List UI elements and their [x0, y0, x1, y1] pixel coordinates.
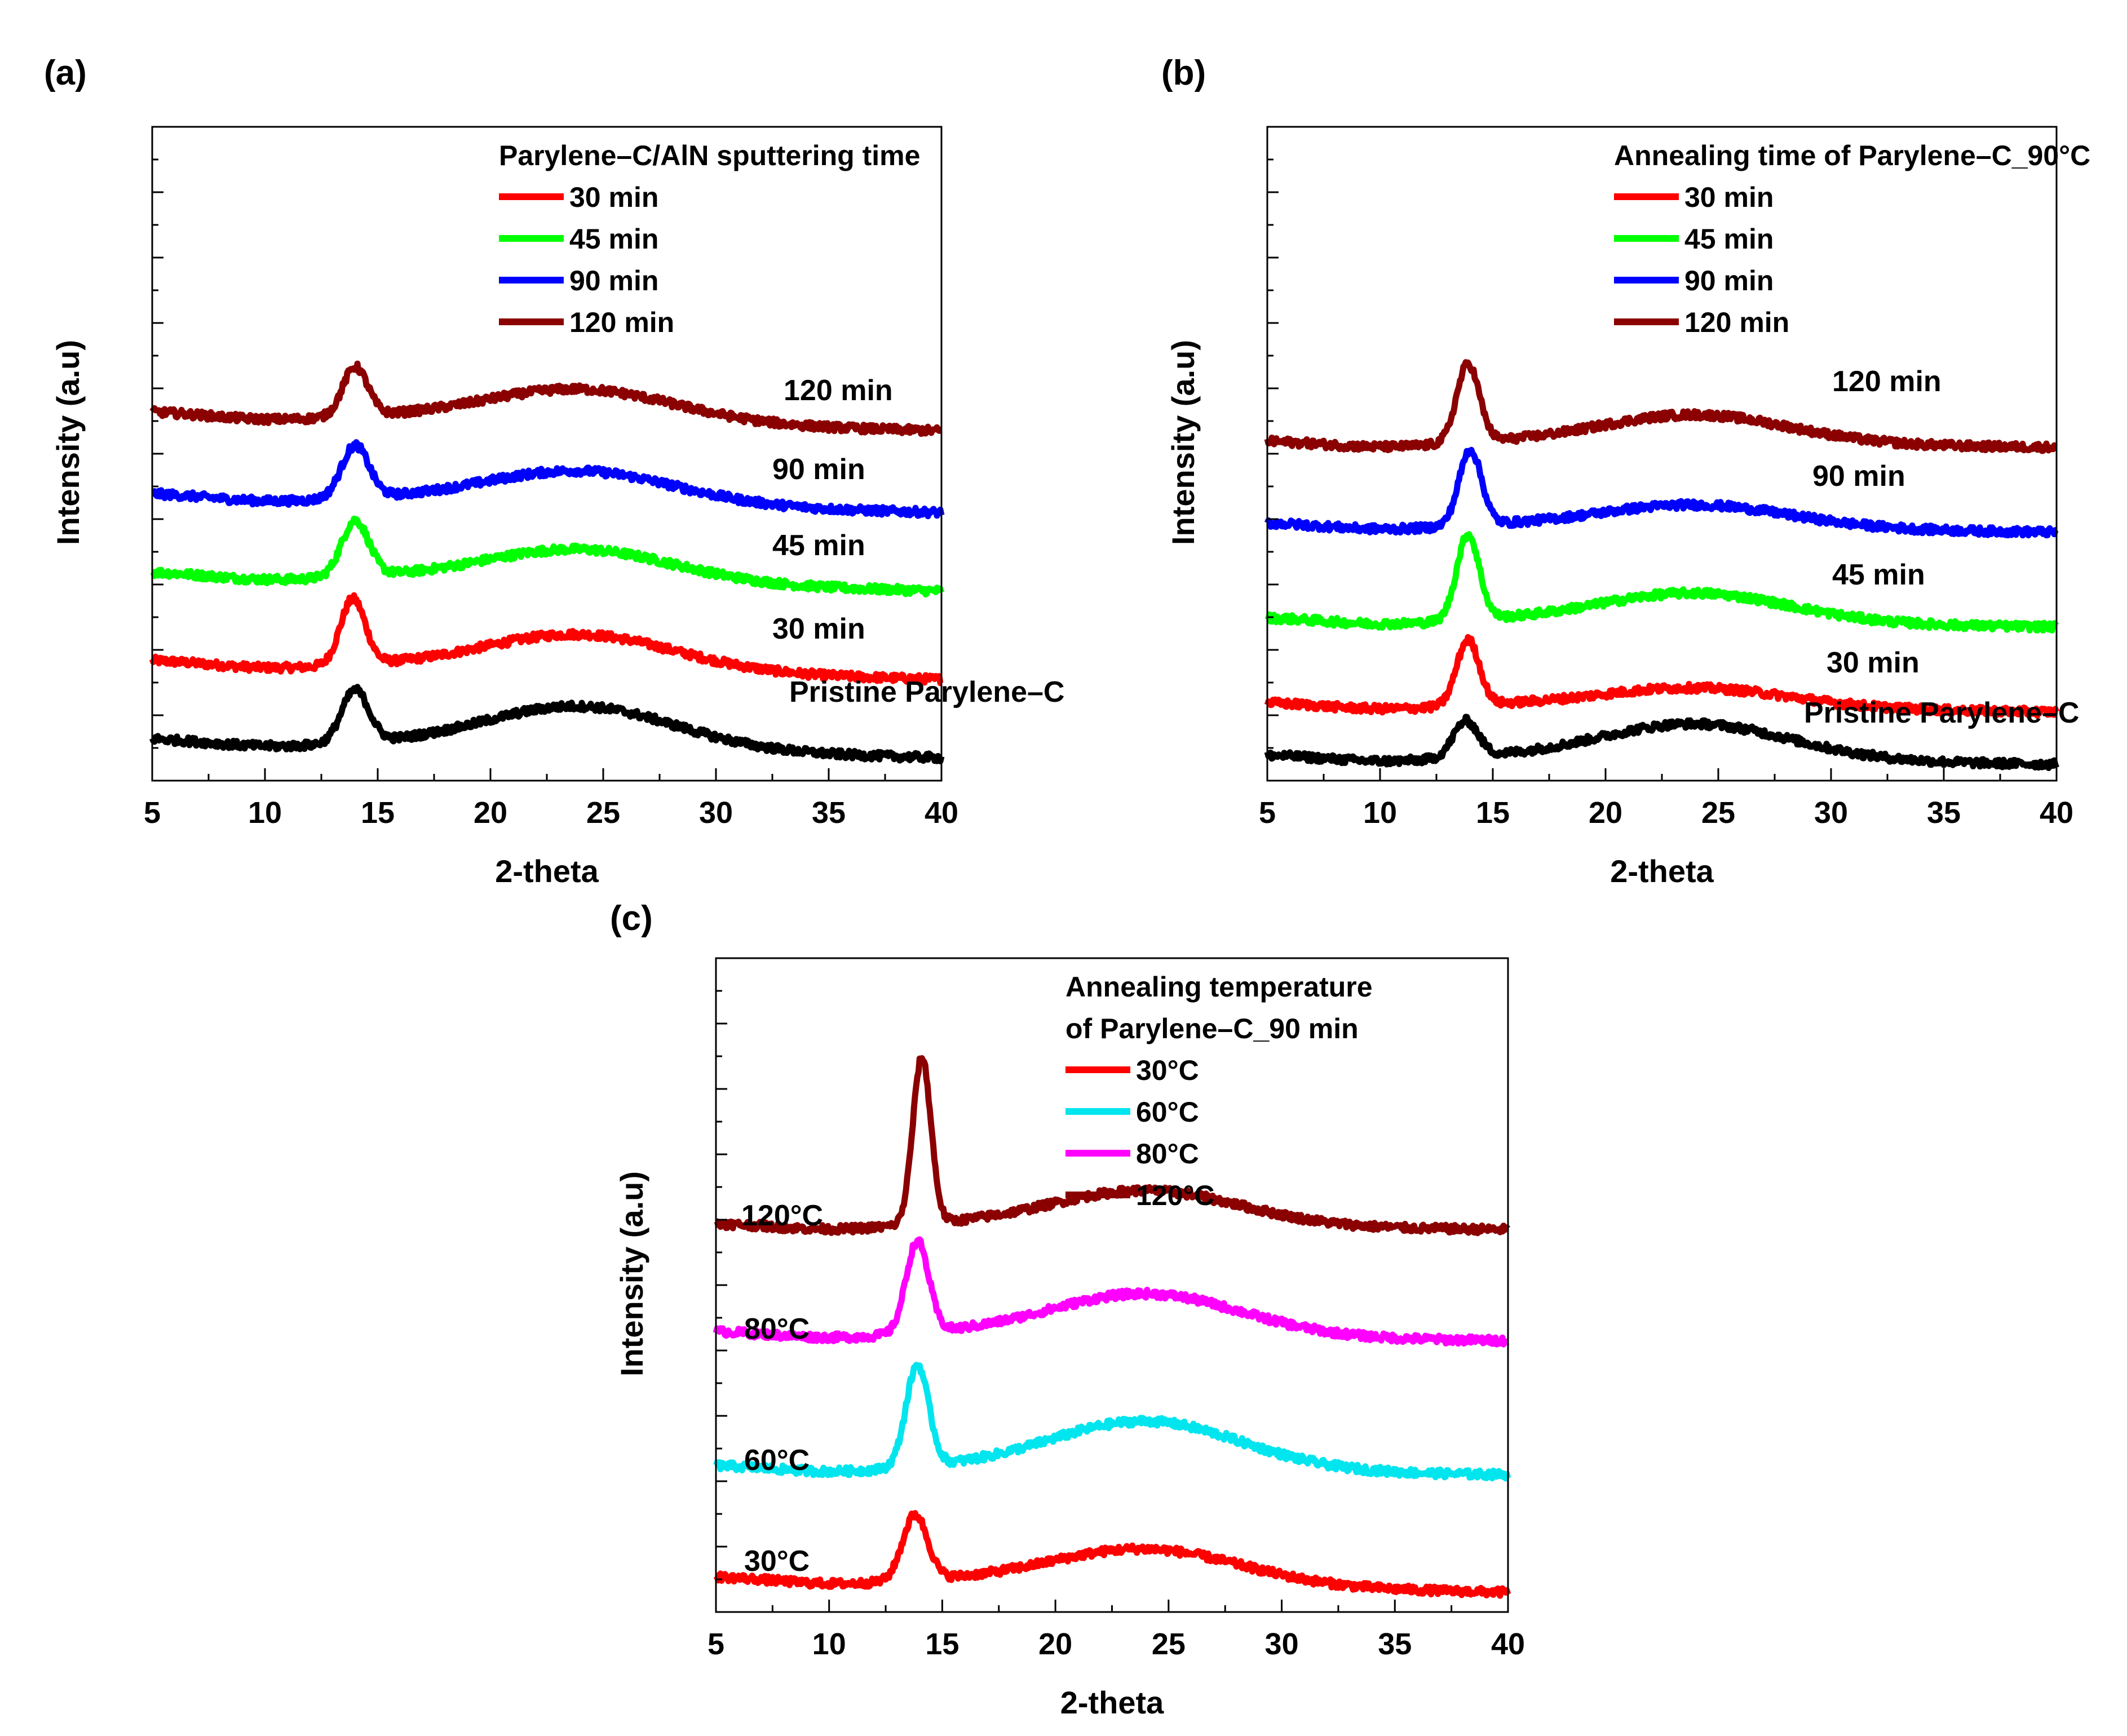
series-line-45-min	[1264, 531, 2059, 634]
legend-entry-label: 30°C	[1136, 1055, 1199, 1086]
chart-panel-b: (b) 5 10 15 20 25 30 35 40 2-theta Intensity (a.u)…	[1161, 54, 2090, 889]
legend-entry-label: 45 min	[1684, 223, 1774, 255]
legend: Parylene–C/AlN sputtering time 30 min 45 m…	[499, 140, 920, 338]
series-line-120-min	[149, 360, 944, 437]
x-tick-label: 35	[1378, 1627, 1412, 1661]
x-tick-label: 30	[1814, 796, 1848, 830]
y-axis-title: Intensity (a.u)	[50, 340, 86, 545]
x-axis-title: 2-theta	[1060, 1685, 1164, 1720]
chart-panel-c: (c) 5 10 15 20 25 30 35 40 2-theta Intensity (a.u)…	[610, 899, 1525, 1720]
series-annotation: Pristine Parylene–C	[1804, 697, 2079, 729]
series-annotation: 45 min	[772, 529, 865, 562]
x-tick-label: 30	[699, 796, 733, 830]
legend-entry-label: 30 min	[1684, 181, 1774, 213]
x-tick-label: 35	[1927, 796, 1961, 830]
legend-entry-label: 120 min	[569, 307, 674, 338]
x-tick-label: 25	[586, 796, 620, 830]
series-annotation: 30 min	[1827, 646, 1920, 679]
x-tick-label: 40	[1491, 1627, 1525, 1661]
series-line-pristine-parylene-c	[149, 684, 945, 764]
series-line-30-c	[713, 1510, 1511, 1599]
series-line-120-min	[1264, 359, 2059, 454]
plot-frame	[1266, 126, 2058, 782]
x-axis-title: 2-theta	[495, 853, 599, 889]
series-line-80-c	[713, 1236, 1510, 1348]
legend-entry-label: 80°C	[1136, 1138, 1199, 1170]
x-tick-label: 40	[2040, 796, 2073, 830]
legend-title: Annealing time of Parylene–C_90°C	[1614, 140, 2090, 171]
legend-entry-label: 30 min	[569, 181, 658, 213]
y-axis-title: Intensity (a.u)	[614, 1171, 649, 1376]
series-annotation: 80°C	[744, 1313, 810, 1345]
series-line-120-c	[714, 1055, 1510, 1237]
series-annotation: 90 min	[772, 453, 865, 486]
series-line-45-min	[150, 515, 945, 598]
series-annotation: 60°C	[744, 1444, 810, 1477]
x-tick-label: 15	[925, 1627, 959, 1661]
series-line-90-min	[150, 439, 945, 520]
series-annotation: 120°C	[741, 1199, 823, 1232]
x-tick-label: 20	[474, 796, 507, 830]
series-annotation: 30 min	[772, 613, 865, 645]
x-tick-label: 10	[812, 1627, 846, 1661]
series-line-pristine-parylene-c	[1264, 714, 2060, 771]
x-tick-label: 25	[1701, 796, 1735, 830]
x-tick-label: 25	[1152, 1627, 1186, 1661]
y-axis-title: Intensity (a.u)	[1165, 340, 1201, 545]
x-tick-label: 15	[1476, 796, 1510, 830]
series-line-90-min	[1264, 446, 2059, 539]
x-tick-label: 40	[925, 796, 958, 830]
legend-title: of Parylene–C_90 min	[1065, 1013, 1359, 1044]
legend-entry-label: 90 min	[569, 265, 658, 296]
legend-title: Parylene–C/AlN sputtering time	[499, 140, 920, 171]
legend-entry-label: 120 min	[1684, 307, 1789, 338]
series-annotation: Pristine Parylene–C	[789, 676, 1064, 708]
series-annotation: 45 min	[1832, 559, 1925, 591]
panel-label: (a)	[44, 54, 87, 92]
x-tick-label: 20	[1589, 796, 1622, 830]
chart-panel-a: (a) 5 10 15 20 25 30 35 40 2-theta Intensity (a.u)…	[44, 54, 1064, 889]
panel-label: (b)	[1161, 54, 1206, 92]
x-tick-label: 20	[1038, 1627, 1072, 1661]
panel-label: (c)	[610, 899, 653, 938]
legend-entry-label: 45 min	[569, 223, 658, 255]
series-annotation: 120 min	[1832, 365, 1942, 398]
legend: Annealing time of Parylene–C_90°C 30 min 4…	[1614, 140, 2090, 338]
legend-entry-label: 90 min	[1684, 265, 1774, 296]
x-tick-label: 30	[1265, 1627, 1299, 1661]
x-tick-label: 5	[1259, 796, 1276, 830]
series-line-30-min	[1264, 634, 2060, 719]
series-line-30-min	[149, 592, 944, 687]
legend: Annealing temperature of Parylene–C_90 mi…	[1065, 971, 1373, 1211]
series-line-60-c	[713, 1362, 1511, 1482]
legend-title: Annealing temperature	[1065, 971, 1373, 1003]
plot-frame	[715, 957, 1509, 1613]
legend-entry-label: 60°C	[1136, 1096, 1199, 1128]
series-annotation: 120 min	[784, 374, 893, 407]
x-tick-label: 10	[248, 796, 282, 830]
x-tick-label: 5	[144, 796, 161, 830]
series-annotation: 90 min	[1812, 460, 1905, 493]
x-tick-label: 10	[1363, 796, 1397, 830]
legend-entry-label: 120°C	[1136, 1180, 1215, 1211]
series-annotation: 30°C	[744, 1545, 810, 1578]
x-axis-title: 2-theta	[1610, 853, 1714, 889]
x-tick-label: 35	[812, 796, 846, 830]
x-tick-label: 15	[361, 796, 395, 830]
x-tick-label: 5	[707, 1627, 724, 1661]
